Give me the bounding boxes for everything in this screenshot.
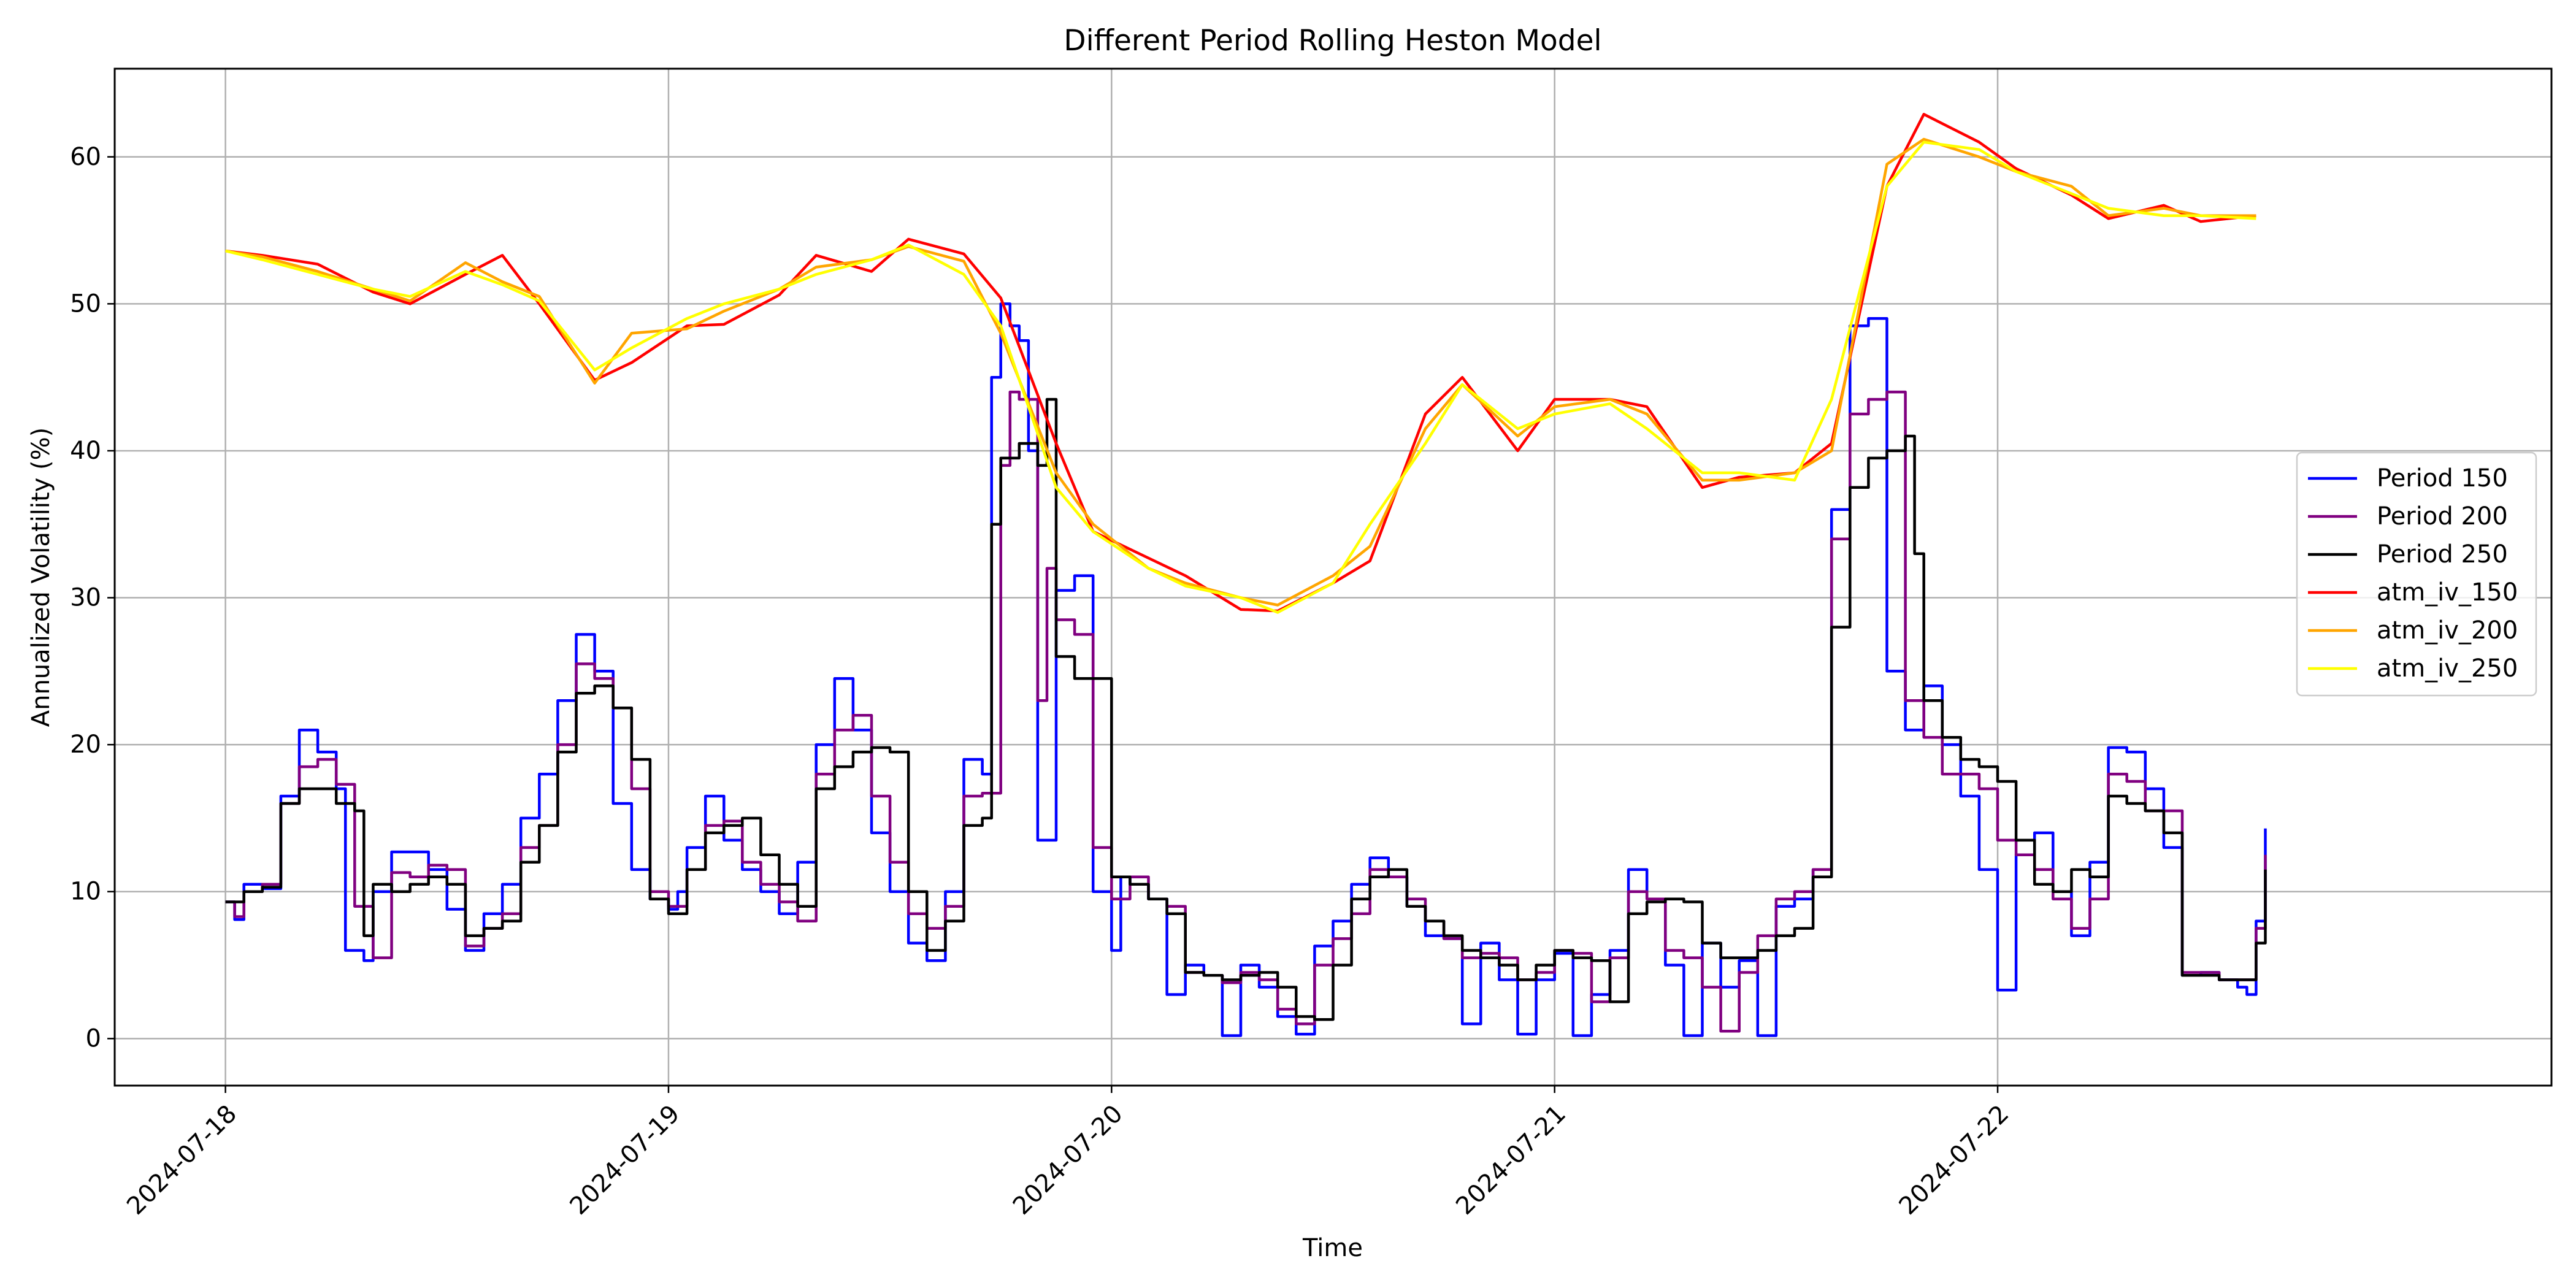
y-tick-label: 50 [70,289,101,318]
legend-label: atm_iv_200 [2377,616,2518,645]
legend: Period 150 Period 200 Period 250 atm_iv_150… [2296,451,2537,697]
y-tick-label: 40 [70,437,101,465]
legend-box [2296,451,2537,697]
y-tick-label: 60 [70,143,101,171]
y-tick-label: 10 [70,878,101,906]
axes-frame [113,67,2553,1087]
y-tick-label: 30 [70,584,101,612]
plot-area [225,113,2267,1037]
y-tick-label: 0 [86,1024,101,1052]
series-line-atm-iv-150 [225,113,2256,613]
y-tick-label: 20 [70,730,101,759]
y-axis-label: Annualized Volatility (%) [27,427,55,727]
series-group [225,113,2267,1037]
series-line-period-250 [225,397,2267,1021]
legend-label: Period 200 [2377,502,2508,531]
legend-label: atm_iv_150 [2377,578,2518,607]
y-axis: 0 10 20 30 40 50 60 [70,143,115,1052]
legend-label: atm_iv_250 [2377,654,2518,683]
x-axis-label: Time [1302,1234,1363,1262]
legend-label: Period 150 [2377,464,2508,493]
series-line-atm-iv-250 [225,140,2256,614]
chart-title: Different Period Rolling Heston Model [1064,24,1601,58]
legend-label: Period 250 [2377,540,2508,569]
